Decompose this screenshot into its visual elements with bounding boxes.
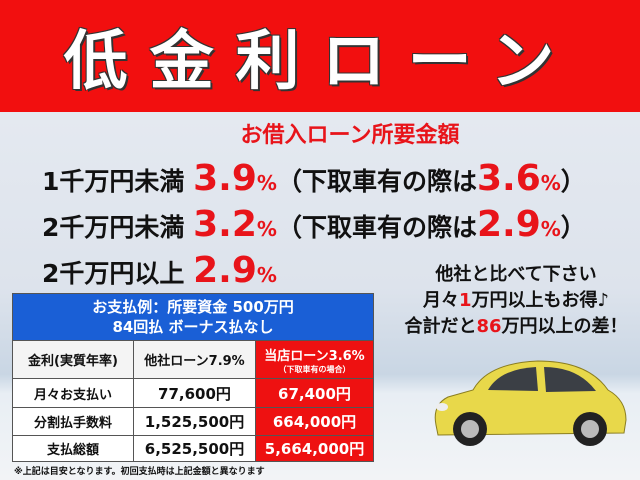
header-text: 当店ローン3.6% bbox=[264, 348, 365, 364]
percent-sign: % bbox=[256, 171, 277, 195]
other-value: 77,600円 bbox=[133, 378, 256, 408]
side-line: 合計だと86万円以上の差！ bbox=[392, 314, 640, 340]
trade-in-rate: 3.6 bbox=[476, 158, 541, 199]
payment-example-table: お支払例：所要資金 500万円 84回払 ボーナス払なし 金利(実質年率) 他社ロ… bbox=[12, 293, 374, 462]
paren: ） bbox=[560, 213, 586, 242]
side-line: 月々1万円以上もお得♪ bbox=[392, 288, 640, 314]
subheading: お借入ローン所要金額 bbox=[240, 123, 460, 148]
rate-value: 2.9 bbox=[193, 250, 257, 291]
rate-label: 2千万円未満 bbox=[42, 213, 185, 242]
row-label: 分割払手数料 bbox=[12, 407, 134, 436]
text: 万円以上の差！ bbox=[501, 316, 628, 337]
paren: ） bbox=[560, 167, 586, 196]
rate-label: 1千万円未満 bbox=[42, 167, 185, 196]
row-label: 月々お支払い bbox=[12, 378, 134, 408]
text: 合計だと bbox=[404, 316, 477, 337]
highlight: 86 bbox=[476, 316, 502, 337]
table-title-line: 84回払 ボーナス払なし bbox=[112, 318, 274, 336]
rate-row: 2千万円未満 3.2%（下取車有の際は2.9%） bbox=[42, 204, 586, 245]
table-title: お支払例：所要資金 500万円 84回払 ボーナス払なし bbox=[12, 293, 374, 341]
trade-in-label: （下取車有の際は bbox=[276, 167, 477, 196]
table-row: 支払総額 6,525,500円 5,664,000円 bbox=[12, 435, 374, 462]
banner-title: 低金利ローン bbox=[63, 25, 577, 99]
other-value: 6,525,500円 bbox=[133, 435, 256, 462]
header-cell: 他社ローン7.9% bbox=[133, 340, 256, 379]
side-line: 他社と比べて下さい bbox=[435, 264, 597, 285]
comparison-text: 他社と比べて下さい 月々1万円以上もお得♪ 合計だと86万円以上の差！ bbox=[392, 262, 640, 340]
title-banner: 低金利ローン bbox=[0, 0, 640, 112]
header-note: （下取車有の場合） bbox=[278, 364, 351, 374]
percent-sign: % bbox=[256, 217, 277, 241]
our-value: 67,400円 bbox=[255, 378, 374, 408]
percent-sign: % bbox=[256, 263, 277, 287]
rate-value: 3.2 bbox=[193, 204, 257, 245]
our-value: 5,664,000円 bbox=[255, 435, 374, 462]
trade-in-label: （下取車有の際は bbox=[276, 213, 477, 242]
rate-value: 3.9 bbox=[193, 158, 257, 199]
percent-sign: % bbox=[540, 217, 561, 241]
our-value: 664,000円 bbox=[255, 407, 374, 436]
header-cell: 当店ローン3.6% （下取車有の場合） bbox=[255, 340, 374, 379]
text: 万円以上もお得♪ bbox=[471, 290, 610, 311]
table-title-line: お支払例：所要資金 500万円 bbox=[92, 298, 294, 316]
table-row: 分割払手数料 1,525,500円 664,000円 bbox=[12, 407, 374, 436]
trade-in-rate: 2.9 bbox=[476, 204, 541, 245]
rate-row: 2千万円以上 2.9% bbox=[42, 250, 277, 291]
rate-row: 1千万円未満 3.9%（下取車有の際は3.6%） bbox=[42, 158, 586, 199]
row-label: 支払総額 bbox=[12, 435, 134, 462]
other-value: 1,525,500円 bbox=[133, 407, 256, 436]
text: 月々 bbox=[422, 290, 459, 311]
header-cell: 金利(実質年率) bbox=[12, 340, 134, 379]
table-row: 月々お支払い 77,600円 67,400円 bbox=[12, 378, 374, 408]
table-header-row: 金利(実質年率) 他社ローン7.9% 当店ローン3.6% （下取車有の場合） bbox=[12, 340, 374, 379]
highlight: 1 bbox=[458, 290, 472, 311]
disclaimer: ※上記は目安となります。初回支払時は上記金額と異なります bbox=[14, 467, 265, 477]
yellow-car-image bbox=[434, 360, 627, 446]
percent-sign: % bbox=[540, 171, 561, 195]
rate-label: 2千万円以上 bbox=[42, 259, 185, 288]
